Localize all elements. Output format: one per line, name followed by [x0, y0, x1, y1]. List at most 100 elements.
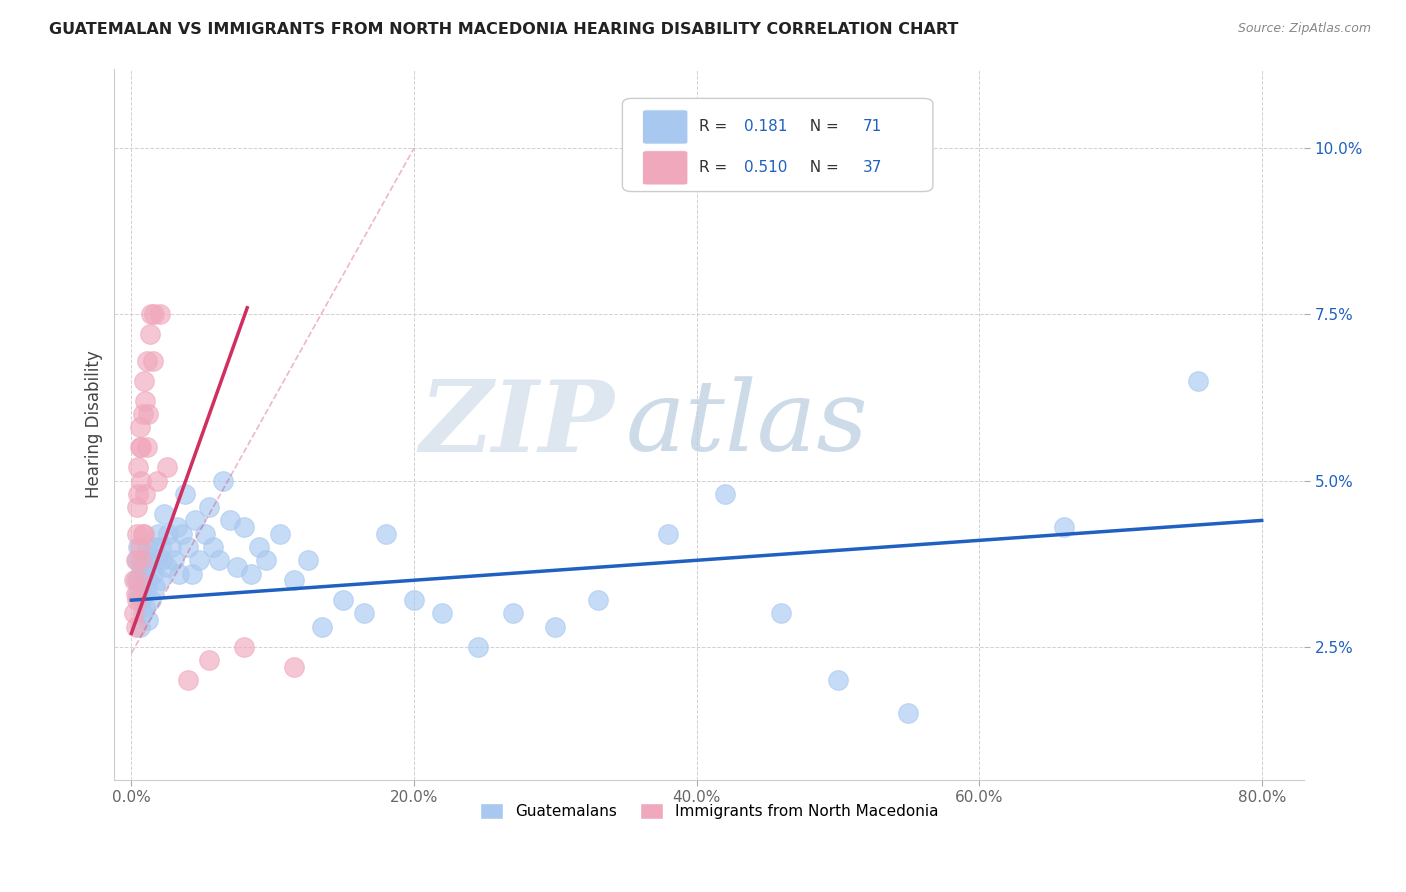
Point	[127, 573, 149, 587]
Point	[150, 540, 173, 554]
Point	[148, 526, 170, 541]
Point	[827, 673, 849, 687]
Point	[402, 593, 425, 607]
Point	[166, 520, 188, 534]
Point	[145, 580, 167, 594]
Point	[283, 573, 305, 587]
Point	[181, 566, 204, 581]
Point	[897, 706, 920, 720]
Point	[198, 653, 221, 667]
Point	[202, 540, 225, 554]
Point	[136, 407, 159, 421]
Point	[141, 307, 163, 321]
Point	[332, 593, 354, 607]
Point	[131, 607, 153, 621]
Point	[149, 307, 172, 321]
Point	[136, 573, 159, 587]
Point	[142, 566, 165, 581]
Text: atlas: atlas	[626, 376, 869, 472]
Point	[198, 500, 221, 515]
Point	[125, 553, 148, 567]
Text: 0.510: 0.510	[744, 161, 787, 176]
Point	[128, 620, 150, 634]
Point	[143, 307, 166, 321]
Point	[129, 593, 152, 607]
Text: N =: N =	[800, 120, 844, 135]
Point	[129, 560, 152, 574]
Point	[467, 640, 489, 654]
Point	[353, 607, 375, 621]
Point	[124, 620, 146, 634]
Point	[128, 440, 150, 454]
Point	[141, 593, 163, 607]
Point	[125, 500, 148, 515]
Point	[128, 540, 150, 554]
Point	[153, 507, 176, 521]
Point	[247, 540, 270, 554]
Point	[1053, 520, 1076, 534]
Point	[770, 607, 793, 621]
Point	[127, 540, 149, 554]
Text: R =: R =	[699, 120, 731, 135]
Point	[184, 513, 207, 527]
Point	[146, 553, 169, 567]
Point	[135, 540, 157, 554]
Point	[226, 560, 249, 574]
Point	[194, 526, 217, 541]
Point	[131, 526, 153, 541]
Point	[142, 354, 165, 368]
Point	[254, 553, 277, 567]
Point	[149, 573, 172, 587]
Point	[544, 620, 567, 634]
Text: N =: N =	[800, 161, 844, 176]
Point	[124, 586, 146, 600]
Point	[174, 487, 197, 501]
Point	[134, 393, 156, 408]
Point	[586, 593, 609, 607]
Point	[432, 607, 454, 621]
Point	[233, 520, 256, 534]
Y-axis label: Hearing Disability: Hearing Disability	[86, 351, 103, 498]
Point	[143, 540, 166, 554]
Point	[131, 407, 153, 421]
Text: 0.181: 0.181	[744, 120, 787, 135]
Text: GUATEMALAN VS IMMIGRANTS FROM NORTH MACEDONIA HEARING DISABILITY CORRELATION CHA: GUATEMALAN VS IMMIGRANTS FROM NORTH MACE…	[49, 22, 959, 37]
Point	[127, 586, 149, 600]
Point	[177, 540, 200, 554]
Point	[146, 474, 169, 488]
Point	[132, 526, 155, 541]
Point	[283, 659, 305, 673]
Text: ZIP: ZIP	[419, 376, 614, 472]
Point	[135, 580, 157, 594]
Point	[129, 474, 152, 488]
Point	[713, 487, 735, 501]
Point	[208, 553, 231, 567]
Point	[160, 540, 183, 554]
Point	[502, 607, 524, 621]
Point	[188, 553, 211, 567]
Legend: Guatemalans, Immigrants from North Macedonia: Guatemalans, Immigrants from North Maced…	[474, 797, 945, 825]
Point	[169, 566, 191, 581]
Point	[122, 573, 145, 587]
Point	[134, 566, 156, 581]
Point	[156, 460, 179, 475]
Point	[127, 487, 149, 501]
Point	[129, 440, 152, 454]
Point	[135, 440, 157, 454]
Text: Source: ZipAtlas.com: Source: ZipAtlas.com	[1237, 22, 1371, 36]
Point	[240, 566, 263, 581]
Point	[127, 460, 149, 475]
FancyBboxPatch shape	[623, 98, 934, 192]
Point	[138, 327, 160, 342]
Point	[132, 553, 155, 567]
Point	[177, 673, 200, 687]
Point	[134, 487, 156, 501]
Point	[128, 420, 150, 434]
Text: 37: 37	[863, 161, 882, 176]
Point	[1187, 374, 1209, 388]
FancyBboxPatch shape	[643, 151, 688, 185]
Point	[132, 374, 155, 388]
Point	[163, 553, 186, 567]
Point	[156, 560, 179, 574]
Point	[124, 553, 146, 567]
